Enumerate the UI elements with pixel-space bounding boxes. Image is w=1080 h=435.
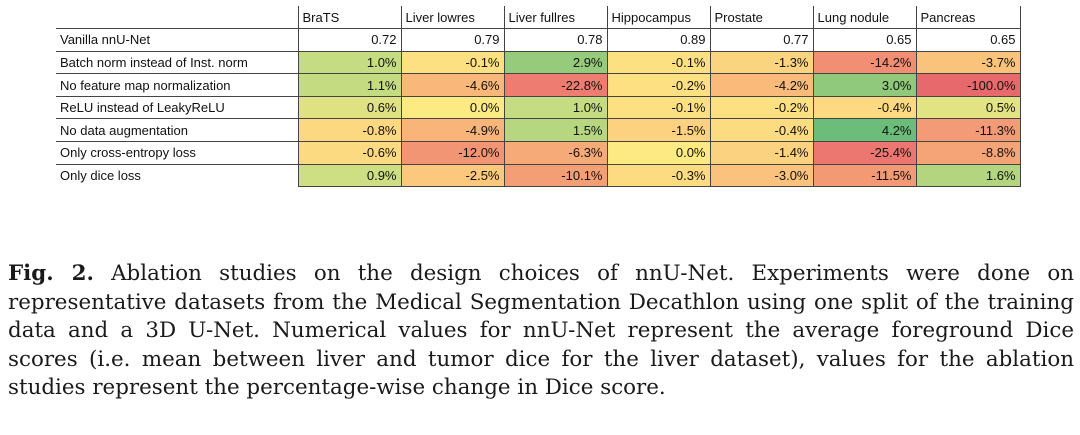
- table-row: No data augmentation -0.8% -4.9% 1.5% -1.5% -…: [56, 118, 1021, 143]
- table-cell: -2.5%: [400, 163, 505, 188]
- table-cell: 0.6%: [297, 95, 402, 120]
- column-header: BraTS: [297, 6, 402, 29]
- table-cell: -3.7%: [915, 50, 1021, 75]
- table-cell: -25.4%: [812, 141, 917, 165]
- column-header: Pancreas: [915, 6, 1021, 29]
- column-header: Liver lowres: [400, 6, 505, 29]
- table-cell: -14.2%: [812, 50, 917, 75]
- figure-label: Fig. 2.: [8, 261, 94, 286]
- table-cell: -0.4%: [709, 118, 814, 143]
- table-row: Only cross-entropy loss -0.6% -12.0% -6.3% 0…: [56, 141, 1021, 165]
- table-row: Vanilla nnU-Net 0.72 0.79 0.78 0.89 0.77 0.65 0…: [56, 28, 1021, 52]
- table-cell: -4.9%: [400, 118, 505, 143]
- row-label: No feature map normalization: [56, 73, 298, 97]
- table-cell: -11.5%: [812, 163, 917, 188]
- table-cell: 0.72: [297, 28, 402, 52]
- table-cell: -1.4%: [709, 141, 814, 165]
- table-cell: 4.2%: [812, 118, 917, 143]
- table-cell: -0.1%: [606, 50, 711, 75]
- table-cell: 3.0%: [812, 73, 917, 97]
- row-label: Vanilla nnU-Net: [56, 28, 298, 52]
- column-header: Liver fullres: [503, 6, 608, 29]
- table-cell: 2.9%: [503, 50, 608, 75]
- table-cell: -8.8%: [915, 141, 1021, 165]
- table-header-row: BraTS Liver lowres Liver fullres Hippoca…: [56, 6, 1021, 29]
- table-cell: 1.1%: [297, 73, 402, 97]
- table-cell: -100.0%: [915, 73, 1021, 97]
- table-cell: 0.65: [812, 28, 917, 52]
- table-cell: -0.2%: [709, 95, 814, 120]
- table-body: Vanilla nnU-Net 0.72 0.79 0.78 0.89 0.77 0.65 0…: [56, 28, 1021, 188]
- table-cell: 1.6%: [915, 163, 1021, 188]
- table-cell: 0.79: [400, 28, 505, 52]
- table-cell: -0.8%: [297, 118, 402, 143]
- ablation-table-container: BraTS Liver lowres Liver fullres Hippoca…: [56, 6, 1021, 188]
- table-cell: -4.2%: [709, 73, 814, 97]
- table-row: Batch norm instead of Inst. norm 1.0% -0.1…: [56, 50, 1021, 75]
- table-cell: 0.5%: [915, 95, 1021, 120]
- table-cell: -11.3%: [915, 118, 1021, 143]
- row-label: Batch norm instead of Inst. norm: [56, 50, 298, 74]
- table-cell: 0.65: [915, 28, 1021, 52]
- table-cell: -0.6%: [297, 141, 402, 165]
- table-cell: -0.2%: [606, 73, 711, 97]
- table-cell: 1.5%: [503, 118, 608, 143]
- table-cell: 1.0%: [503, 95, 608, 120]
- column-header: Hippocampus: [606, 6, 711, 29]
- table-cell: -6.3%: [503, 141, 608, 165]
- table-cell: 0.77: [709, 28, 814, 52]
- row-label: Only cross-entropy loss: [56, 141, 298, 165]
- table-row: Only dice loss 0.9% -2.5% -10.1% -0.3% -3.0% -…: [56, 163, 1021, 188]
- column-header: Prostate: [709, 6, 814, 29]
- row-label: Only dice loss: [56, 163, 298, 187]
- table-row: ReLU instead of LeakyReLU 0.6% 0.0% 1.0% -0.…: [56, 95, 1021, 120]
- table-cell: -4.6%: [400, 73, 505, 97]
- table-cell: 0.89: [606, 28, 711, 52]
- row-label: ReLU instead of LeakyReLU: [56, 95, 298, 119]
- table-cell: 0.0%: [400, 95, 505, 120]
- table-cell: -10.1%: [503, 163, 608, 188]
- figure-caption: Fig. 2. Ablation studies on the design c…: [8, 260, 1074, 403]
- table-cell: -22.8%: [503, 73, 608, 97]
- table-row: No feature map normalization 1.1% -4.6% -22…: [56, 73, 1021, 97]
- table-cell: 1.0%: [297, 50, 402, 75]
- column-header: Lung nodule: [812, 6, 917, 29]
- table-cell: -12.0%: [400, 141, 505, 165]
- table-cell: -0.3%: [606, 163, 711, 188]
- ablation-table: BraTS Liver lowres Liver fullres Hippoca…: [56, 6, 1021, 188]
- table-corner-cell: [56, 6, 298, 29]
- table-cell: -1.3%: [709, 50, 814, 75]
- table-cell: -0.1%: [400, 50, 505, 75]
- row-label: No data augmentation: [56, 118, 298, 142]
- table-cell: -0.4%: [812, 95, 917, 120]
- table-cell: -1.5%: [606, 118, 711, 143]
- table-cell: 0.78: [503, 28, 608, 52]
- table-cell: 0.0%: [606, 141, 711, 165]
- table-cell: -0.1%: [606, 95, 711, 120]
- table-cell: -3.0%: [709, 163, 814, 188]
- caption-text: Ablation studies on the design choices o…: [8, 261, 1074, 401]
- table-cell: 0.9%: [297, 163, 402, 188]
